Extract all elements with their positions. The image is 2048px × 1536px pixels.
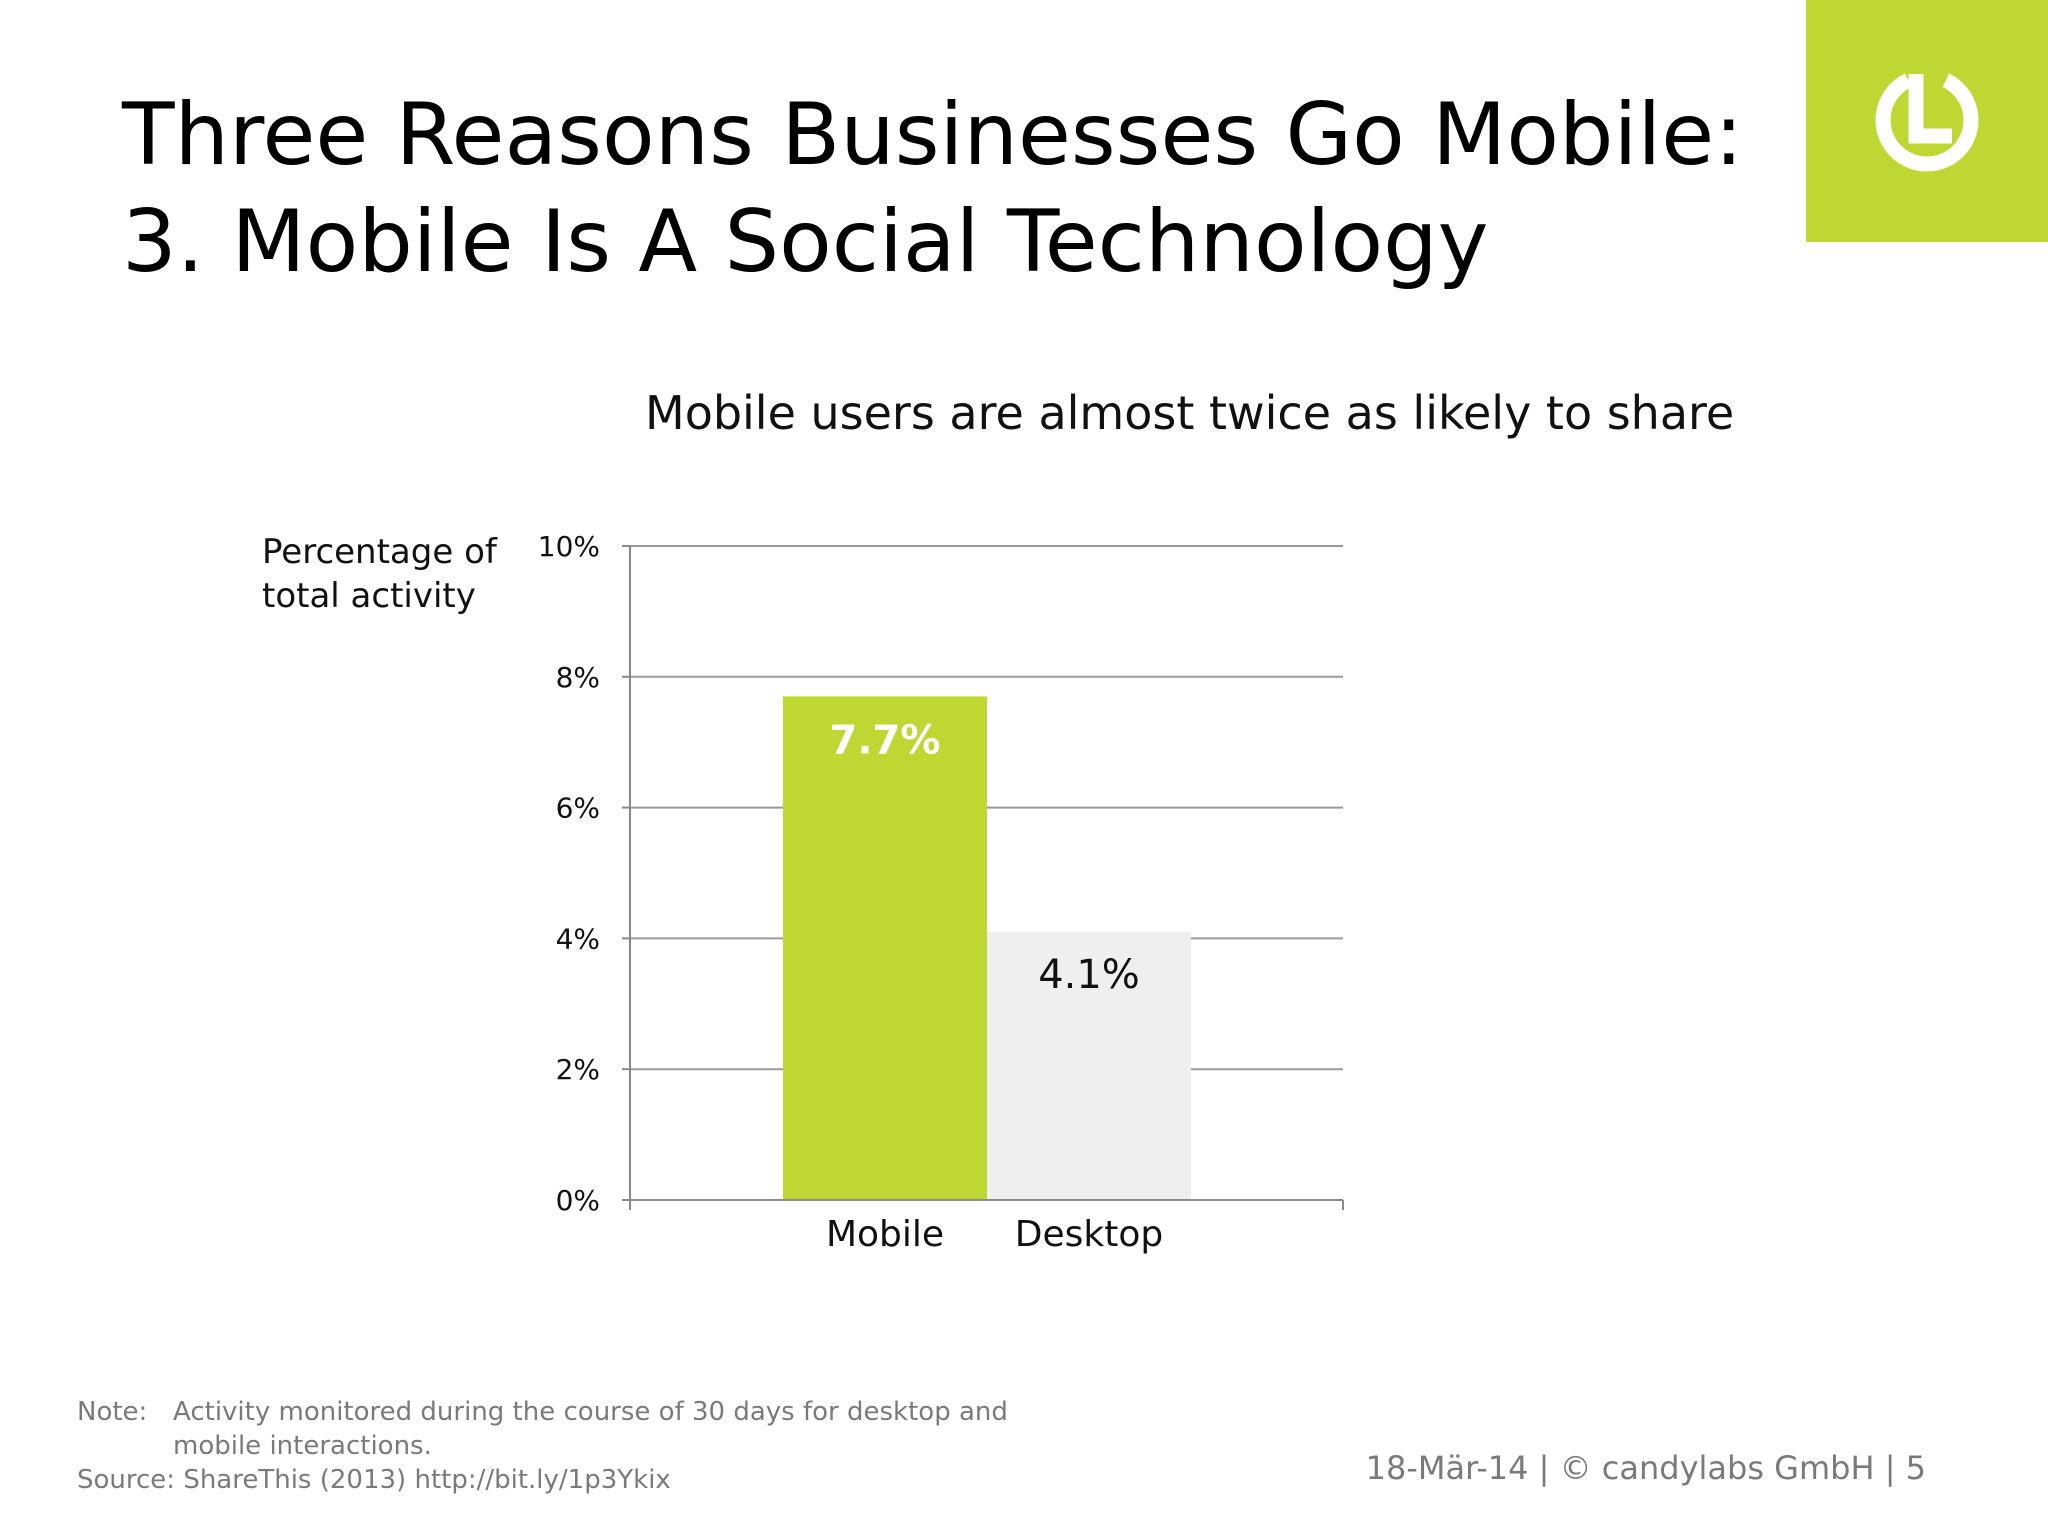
data-label: 7.7%	[830, 717, 941, 763]
note-line-1: Activity monitored during the course of …	[173, 1397, 1008, 1427]
page-title-line-2: 3. Mobile Is A Social Technology	[122, 192, 1489, 292]
x-tick-label: Desktop	[1015, 1214, 1163, 1255]
y-tick-label: 8%	[556, 661, 600, 694]
y-tick-label: 10%	[538, 530, 600, 563]
y-axis-label-line-1: Percentage of	[262, 532, 497, 572]
footer-text: 18-Mär-14 | © candylabs GmbH | 5	[1365, 1449, 1926, 1487]
page-title: Three Reasons Businesses Go Mobile: 3. M…	[122, 82, 1743, 296]
note-line-2: mobile interactions.	[173, 1431, 432, 1461]
y-tick-label: 0%	[556, 1184, 600, 1217]
y-tick-label: 2%	[556, 1053, 600, 1086]
chart-note: Note: Activity monitored during the cour…	[77, 1395, 1008, 1497]
power-button-icon	[1875, 73, 1979, 172]
y-tick-label: 6%	[556, 792, 600, 825]
y-tick-label: 4%	[556, 922, 600, 955]
y-axis-label-line-2: total activity	[262, 576, 476, 616]
bar-desktop	[987, 931, 1191, 1200]
bar-mobile	[783, 696, 987, 1200]
x-tick-label: Mobile	[826, 1214, 944, 1255]
source-line: Source: ShareThis (2013) http://bit.ly/1…	[77, 1465, 671, 1495]
logo	[1806, 0, 2048, 242]
note-key: Note:	[77, 1397, 148, 1427]
bar-chart: 7.7% Mobile 4.1% Desktop 0% 2% 4% 6% 8% 10%	[538, 530, 1344, 1255]
data-label: 4.1%	[1038, 952, 1140, 998]
y-axis-label: Percentage of total activity	[262, 530, 497, 618]
chart-title: Mobile users are almost twice as likely …	[645, 386, 1735, 440]
page-title-line-1: Three Reasons Businesses Go Mobile:	[122, 85, 1744, 185]
